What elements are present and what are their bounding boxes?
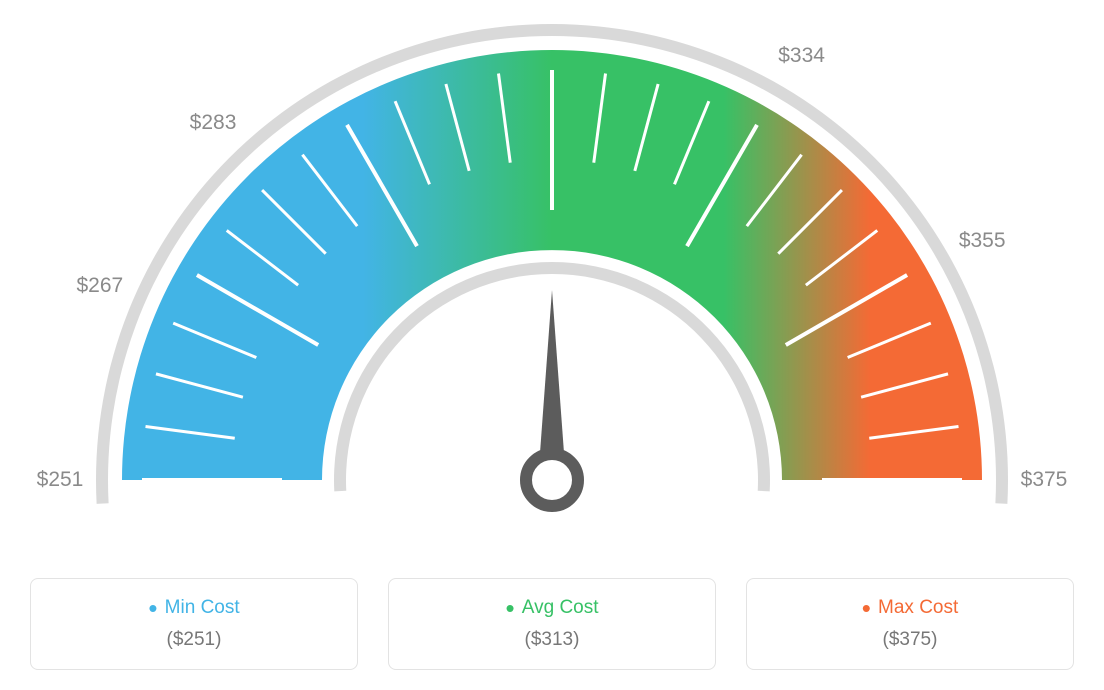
chart-container: $251$267$283$313$334$355$375 Min Cost ($… — [0, 0, 1104, 690]
gauge-tick-label: $334 — [778, 44, 825, 68]
legend-avg-label: Avg Cost — [399, 597, 705, 619]
gauge-svg — [0, 0, 1104, 550]
legend-max-label: Max Cost — [757, 597, 1063, 619]
legend-max-card: Max Cost ($375) — [746, 578, 1074, 670]
legend-min-value: ($251) — [41, 629, 347, 651]
gauge: $251$267$283$313$334$355$375 — [0, 0, 1104, 550]
legend-min-label: Min Cost — [41, 597, 347, 619]
gauge-tick-label: $251 — [37, 468, 84, 492]
legend-avg-value: ($313) — [399, 629, 705, 651]
gauge-tick-label: $267 — [77, 274, 124, 298]
legend-avg-card: Avg Cost ($313) — [388, 578, 716, 670]
legend-row: Min Cost ($251) Avg Cost ($313) Max Cost… — [0, 578, 1104, 670]
gauge-tick-label: $355 — [959, 229, 1006, 253]
gauge-tick-label: $283 — [190, 111, 237, 135]
legend-min-card: Min Cost ($251) — [30, 578, 358, 670]
gauge-tick-label: $375 — [1021, 468, 1068, 492]
legend-max-value: ($375) — [757, 629, 1063, 651]
